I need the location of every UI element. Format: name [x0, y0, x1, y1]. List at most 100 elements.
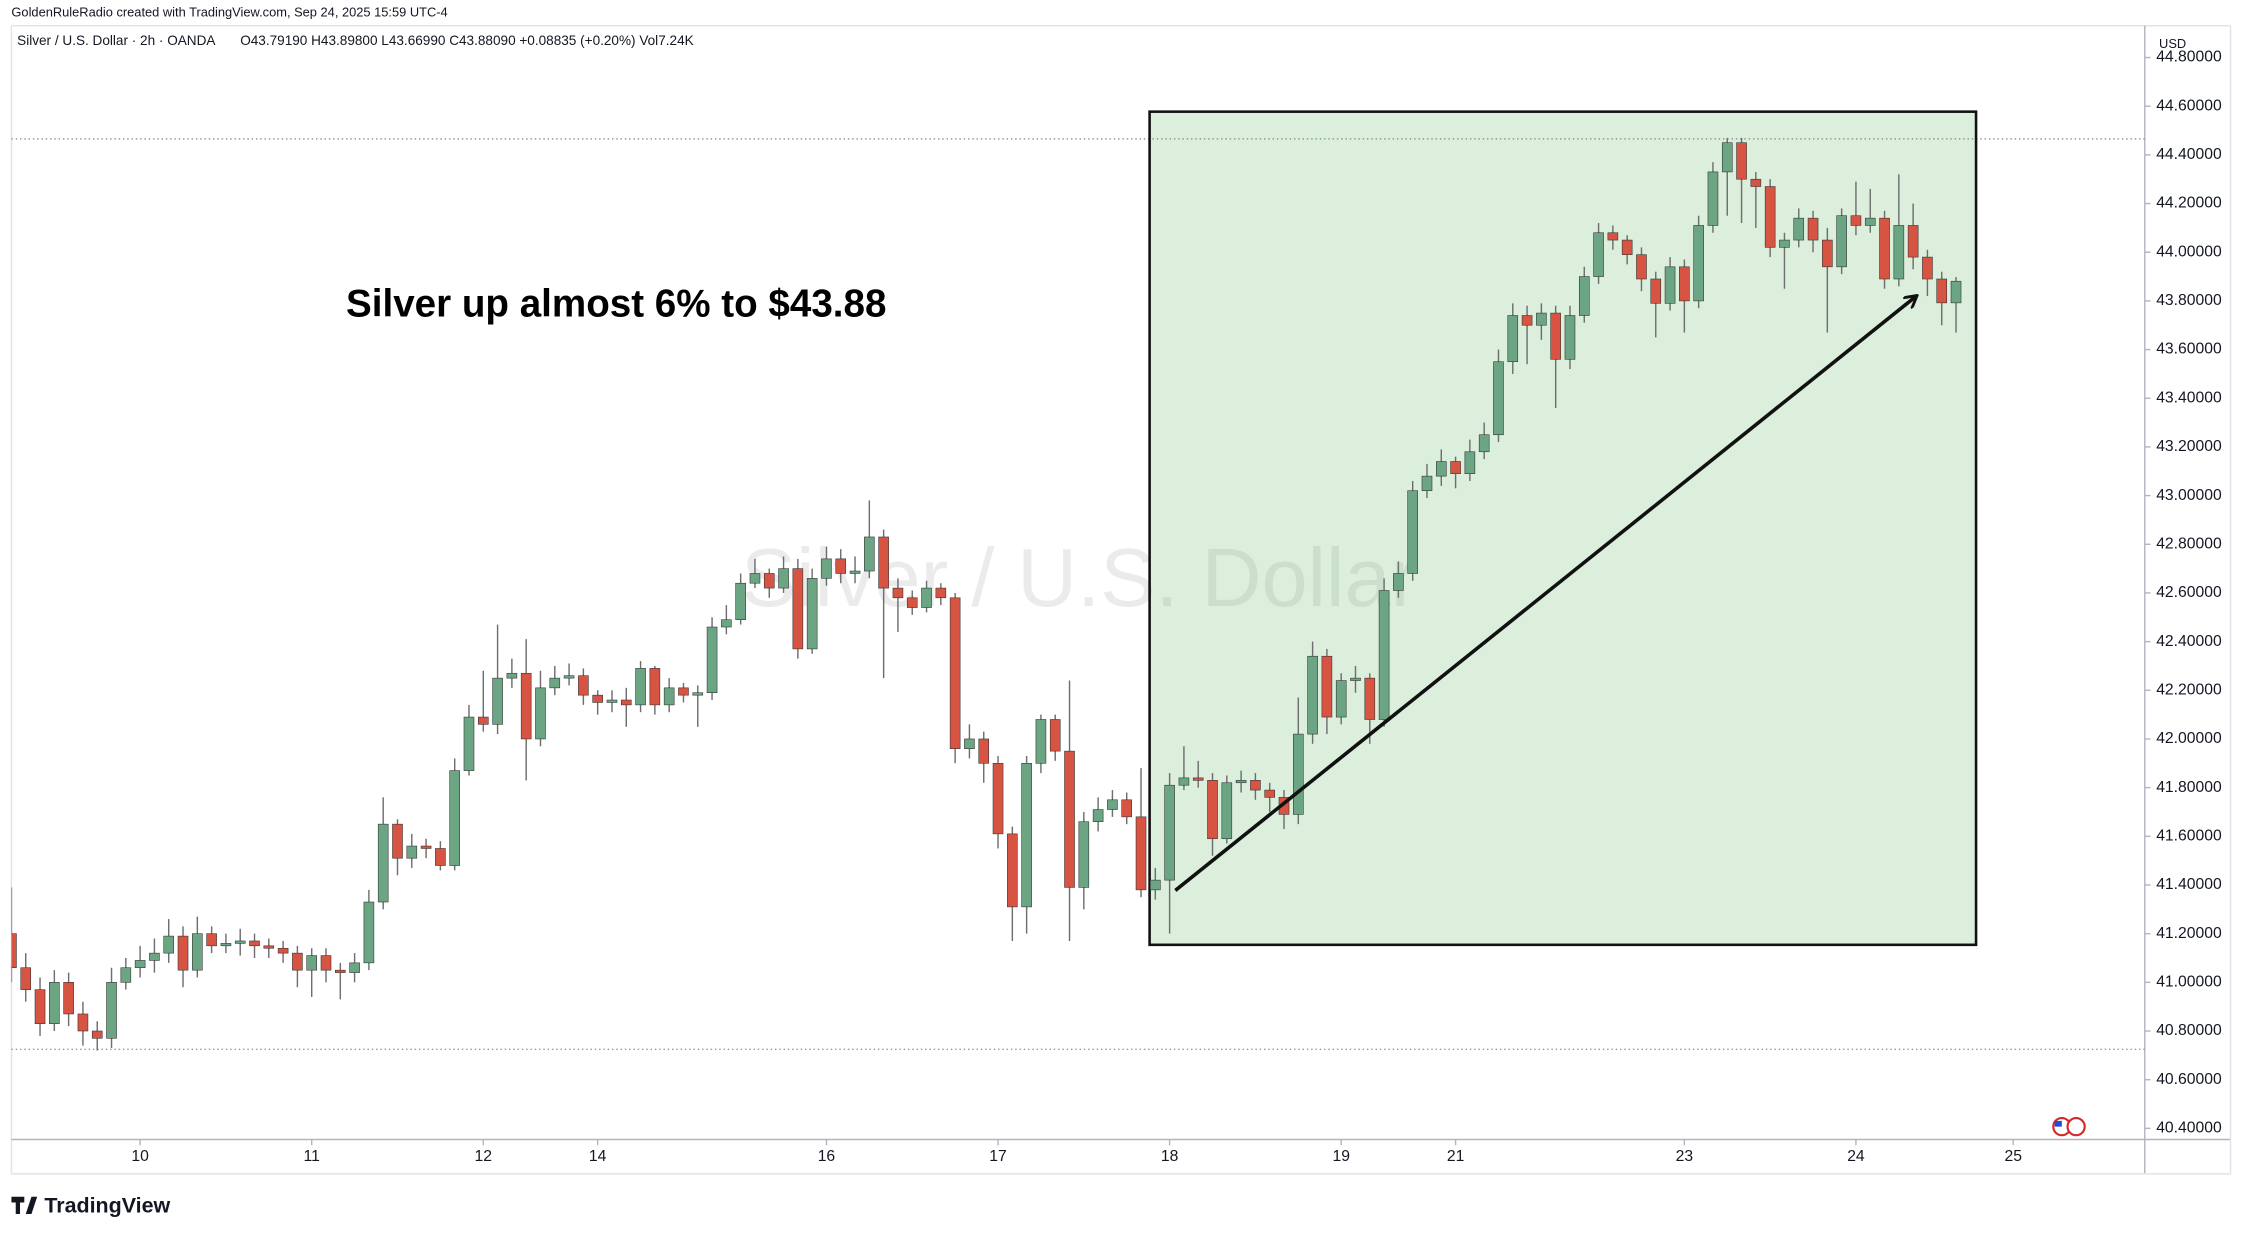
x-tick-label: 24 [1847, 1148, 1865, 1165]
candle-body [835, 558, 847, 574]
candle-body [1264, 789, 1275, 798]
candle-body [1393, 573, 1404, 591]
candle-body [821, 558, 832, 579]
candle-body [492, 677, 503, 725]
candle-body [892, 587, 904, 599]
x-tick-label: 17 [989, 1148, 1006, 1165]
candle-body [377, 823, 389, 903]
x-tick-label: 19 [1332, 1148, 1349, 1165]
candle-body [1049, 719, 1061, 752]
y-tick-label: 44.60000 [2156, 97, 2222, 114]
candle-body [34, 989, 46, 1024]
candle-body [964, 738, 975, 749]
candle-body [778, 568, 789, 589]
candle-body [864, 536, 875, 572]
y-tick-label: 41.20000 [2156, 925, 2222, 942]
candle-body [563, 675, 575, 679]
candle-body [606, 699, 618, 703]
candle-body [1550, 312, 1561, 360]
candle-body [1064, 750, 1075, 888]
candle-body [535, 687, 546, 740]
candle-body [149, 952, 160, 961]
candles [11, 137, 1962, 1051]
y-tick-label: 40.40000 [2156, 1120, 2222, 1137]
candle-body [1736, 142, 1747, 180]
y-tick-label: 44.20000 [2156, 195, 2222, 212]
candle-body [1707, 171, 1719, 226]
candle-body [106, 982, 117, 1039]
candle-body [1850, 215, 1862, 226]
candle-body [11, 933, 17, 969]
candle-body [406, 845, 418, 859]
watermark: Silver / U.S. Dollar [741, 531, 1418, 624]
candle-body [949, 597, 961, 749]
currency: USD [2159, 36, 2186, 51]
candle-body [1907, 225, 1919, 258]
y-tick-label: 41.80000 [2156, 779, 2222, 796]
candle-body [749, 573, 761, 584]
x-tick-label: 14 [589, 1148, 607, 1165]
x-tick-label: 18 [1161, 1148, 1179, 1165]
candle-body [1407, 490, 1418, 574]
candle-body [192, 933, 203, 971]
candle-body [306, 955, 317, 971]
candle-body [692, 692, 704, 696]
candle-body [1879, 217, 1890, 280]
candle-body [249, 940, 260, 947]
x-tick-label: 16 [818, 1148, 836, 1165]
candle-body [292, 952, 303, 971]
candle-body [1178, 777, 1190, 786]
candle-body [1293, 733, 1304, 815]
candle-body [1607, 232, 1619, 241]
candle-body [878, 536, 889, 589]
candle-body [1150, 879, 1161, 891]
candle-body [20, 967, 32, 990]
candle-body [1593, 232, 1604, 277]
candle-body [277, 947, 289, 954]
candle-body [49, 982, 60, 1024]
candle-body [1893, 225, 1905, 280]
y-tick-label: 43.00000 [2156, 487, 2222, 504]
candle-body [1836, 215, 1847, 268]
candle-body [220, 943, 232, 947]
y-tick-label: 44.00000 [2156, 243, 2222, 260]
candle-body [935, 587, 947, 599]
candle-body [1321, 655, 1333, 718]
x-tick-label: 12 [475, 1148, 492, 1165]
y-tick-label: 43.20000 [2156, 438, 2222, 455]
x-tick-label: 23 [1676, 1148, 1694, 1165]
candle-body [1864, 217, 1876, 226]
candle-body [120, 967, 132, 983]
brand-logo: TradingView [11, 1193, 171, 1217]
y-tick-label: 43.80000 [2156, 292, 2222, 309]
symbol-title: Silver / U.S. Dollar · 2h · OANDA [17, 33, 216, 48]
x-tick-label: 21 [1447, 1148, 1464, 1165]
candle-body [392, 823, 403, 859]
trend-arrow [1174, 296, 1916, 892]
candle-body [763, 573, 775, 589]
candle-body [978, 738, 990, 764]
x-tick-label: 11 [304, 1148, 320, 1165]
y-tick-label: 40.80000 [2156, 1022, 2222, 1039]
y-tick-label: 40.60000 [2156, 1071, 2222, 1088]
ohlc-values: O43.79190 H43.89800 L43.66990 C43.88090 … [240, 33, 693, 48]
candle-body [335, 969, 346, 973]
candle-body [1679, 266, 1690, 302]
candle-body [1750, 178, 1762, 187]
brand: TradingView [44, 1193, 170, 1217]
candle-body [663, 687, 675, 706]
candle-body [1650, 278, 1662, 304]
candle-body [134, 960, 146, 969]
y-tick-label: 44.40000 [2156, 146, 2222, 163]
y-tick-label: 41.60000 [2156, 827, 2222, 844]
annotation: Silver up almost 6% to $43.88 [346, 283, 886, 326]
candle-body [349, 962, 360, 973]
candle-body [1378, 590, 1390, 720]
x-tick-label: 10 [131, 1148, 149, 1165]
candle-body [1936, 278, 1948, 304]
candle-body [1578, 276, 1590, 316]
candle-body [91, 1030, 103, 1039]
candle-body [1078, 821, 1090, 888]
